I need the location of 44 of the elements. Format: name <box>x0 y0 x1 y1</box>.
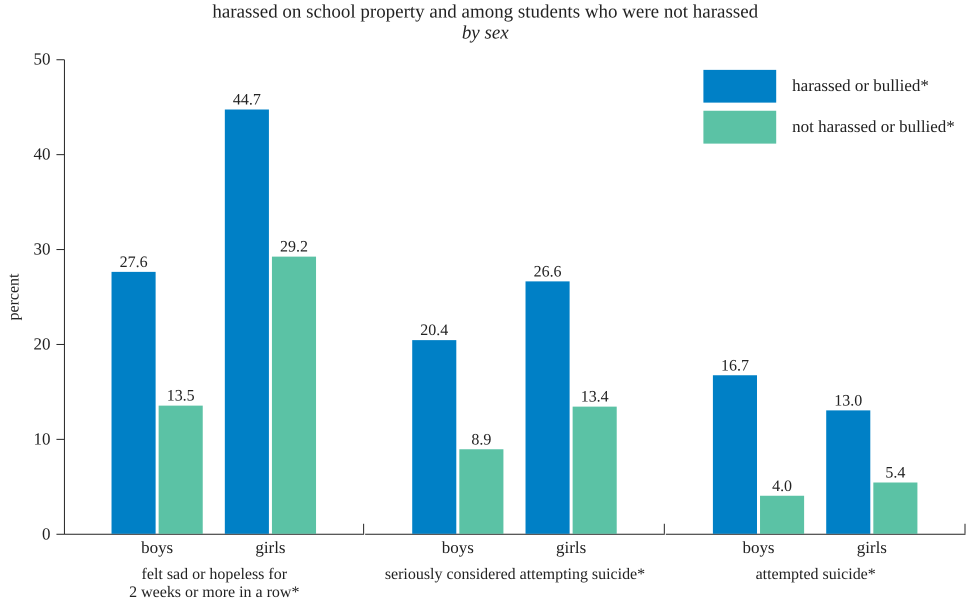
bar <box>158 406 203 534</box>
data-label: 44.7 <box>232 92 261 109</box>
legend-label: harassed or bullied* <box>792 76 929 96</box>
data-label: 13.5 <box>166 388 195 405</box>
text: harassed on school property and among students who were not harassed <box>212 1 759 22</box>
x-tick-label: girls <box>556 538 586 558</box>
y-tick-label: 30 <box>33 240 50 259</box>
y-tick-label: 50 <box>33 50 50 69</box>
data-label: 8.9 <box>471 431 492 448</box>
bar <box>873 482 918 534</box>
data-label: 16.7 <box>720 357 749 374</box>
bar <box>712 375 757 534</box>
x-axis-title: felt sad or hopeless for 2 weeks or more in a row* <box>129 566 300 600</box>
x-tick-label: boys <box>742 538 775 558</box>
bar <box>826 410 870 534</box>
bar <box>459 449 504 534</box>
y-tick-label: 40 <box>33 144 50 164</box>
data-label: 13.0 <box>834 392 862 410</box>
y-tick-label: 0 <box>42 524 50 544</box>
chart-subtitle: by sex <box>462 22 510 44</box>
bar <box>760 496 804 534</box>
x-tick-label: boys <box>442 538 474 558</box>
bar <box>112 272 156 534</box>
bar <box>224 110 269 534</box>
data-label: 26.6 <box>534 263 562 280</box>
data-label: 4.0 <box>772 478 792 495</box>
bar <box>572 406 617 534</box>
data-label: 29.2 <box>280 238 308 256</box>
x-tick-label: girls <box>856 538 887 558</box>
y-tick-label: 20 <box>33 334 50 354</box>
data-label: 27.6 <box>120 254 148 271</box>
data-label: 5.4 <box>885 464 906 482</box>
x-tick-label: boys <box>141 538 174 558</box>
data-label: 13.4 <box>580 388 609 406</box>
y-axis-title: percent <box>5 272 22 321</box>
x-axis-title: attempted suicide* <box>756 566 876 584</box>
x-axis-title: seriously considered attempting suicide* <box>384 566 646 584</box>
legend-label: not harassed or bullied* <box>792 117 955 136</box>
bar <box>526 281 570 534</box>
bar <box>412 340 456 534</box>
y-tick-label: 10 <box>33 429 50 448</box>
data-label: 20.4 <box>420 322 448 340</box>
bar <box>272 256 316 534</box>
x-tick-label: girls <box>255 538 286 558</box>
